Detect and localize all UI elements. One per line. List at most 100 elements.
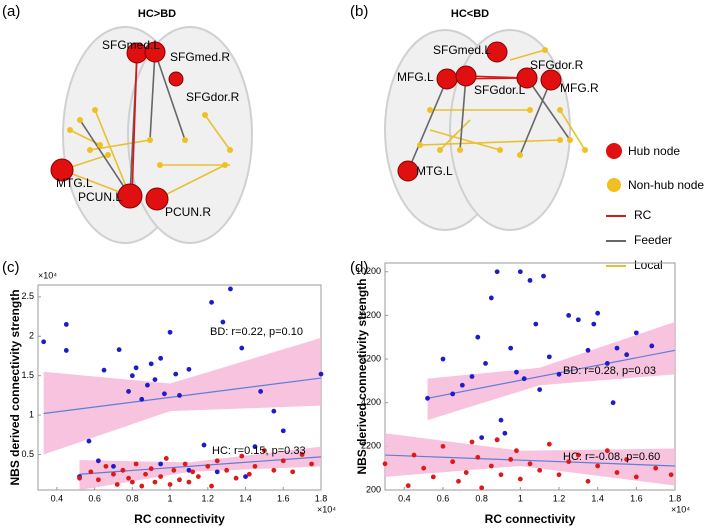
point <box>514 448 519 454</box>
point <box>195 474 201 479</box>
stat-annotation: HC: r=-0.08, p=0.60 <box>563 451 660 463</box>
point <box>120 467 126 473</box>
point <box>411 452 417 458</box>
point <box>177 392 182 398</box>
hub-node <box>486 41 508 63</box>
point <box>517 476 523 482</box>
node-label: SFGdor.R <box>186 90 240 104</box>
point <box>494 269 500 275</box>
point <box>459 382 465 388</box>
point <box>624 457 630 462</box>
point <box>469 439 475 445</box>
hub-node <box>50 158 74 182</box>
point <box>533 321 539 327</box>
point <box>633 474 639 480</box>
x-tick-label: 1.6 <box>630 493 643 503</box>
x-axis-label: RC connectivity <box>485 512 576 526</box>
point <box>575 452 581 458</box>
point <box>145 382 150 388</box>
x-tick-label: 0.8 <box>126 493 139 503</box>
fit-line <box>43 377 322 415</box>
point <box>95 458 101 464</box>
point <box>186 366 192 372</box>
point <box>595 310 601 316</box>
point <box>463 470 469 475</box>
y-tick-label: 1 <box>29 409 34 419</box>
hub-node <box>540 69 562 91</box>
hub-node <box>145 187 169 211</box>
point <box>41 339 47 345</box>
point <box>430 474 436 480</box>
point <box>668 472 674 478</box>
point <box>280 458 286 464</box>
hub-node <box>436 68 458 90</box>
point <box>469 374 475 379</box>
point <box>537 387 543 392</box>
node-label: MTG.L <box>416 164 453 178</box>
y-tick-label: 8200 <box>361 310 381 320</box>
point <box>129 479 135 485</box>
edges <box>61 49 586 200</box>
point <box>440 356 446 362</box>
legend-label: RC <box>634 208 652 222</box>
point <box>252 463 258 469</box>
point <box>475 454 481 460</box>
y-multiplier: ×10⁴ <box>38 270 57 280</box>
point <box>624 352 630 358</box>
y-tick-label: 4200 <box>361 397 381 407</box>
y-tick-label: 2.5 <box>21 291 34 301</box>
point <box>139 483 145 489</box>
point <box>604 448 610 454</box>
x-tick-label: 1.4 <box>239 493 252 503</box>
point <box>585 347 591 353</box>
point <box>614 470 620 475</box>
point <box>63 348 69 353</box>
point <box>508 457 514 462</box>
point <box>129 373 135 379</box>
legend-nonhub <box>607 178 621 192</box>
point <box>537 467 543 473</box>
node-label: SFGmed.R <box>170 50 230 64</box>
point <box>653 465 659 471</box>
node-label: PCUN.L <box>78 190 122 204</box>
point <box>610 400 616 406</box>
point <box>88 469 94 475</box>
node-label: SFGmed.L <box>433 43 491 57</box>
point <box>494 437 500 443</box>
x-tick-label: 1.4 <box>591 493 604 503</box>
point <box>262 448 267 453</box>
point <box>556 472 562 478</box>
node-label: MTG.L <box>56 176 93 190</box>
point <box>280 428 286 434</box>
point <box>220 319 226 325</box>
point <box>152 479 158 485</box>
fit-line <box>427 349 676 399</box>
point <box>514 369 519 375</box>
point <box>508 345 514 351</box>
x-multiplier: ×10⁴ <box>671 504 690 514</box>
point <box>63 322 69 327</box>
point <box>527 461 533 467</box>
point <box>167 329 173 335</box>
point <box>450 459 456 465</box>
point <box>139 396 145 402</box>
point <box>143 471 148 477</box>
point <box>299 452 305 457</box>
point <box>614 345 620 351</box>
point <box>517 269 523 275</box>
point <box>405 483 411 489</box>
point <box>479 435 485 441</box>
point <box>239 345 245 351</box>
point <box>201 442 207 448</box>
x-tick-label: 1 <box>168 493 173 503</box>
point <box>271 467 277 473</box>
point <box>575 317 581 323</box>
point <box>186 467 192 473</box>
y-tick-label: 2200 <box>361 441 381 451</box>
hub-node <box>144 41 166 63</box>
hub-node <box>117 183 143 209</box>
panel-letter: (c) <box>2 259 20 276</box>
point <box>214 458 220 464</box>
point <box>148 466 154 472</box>
